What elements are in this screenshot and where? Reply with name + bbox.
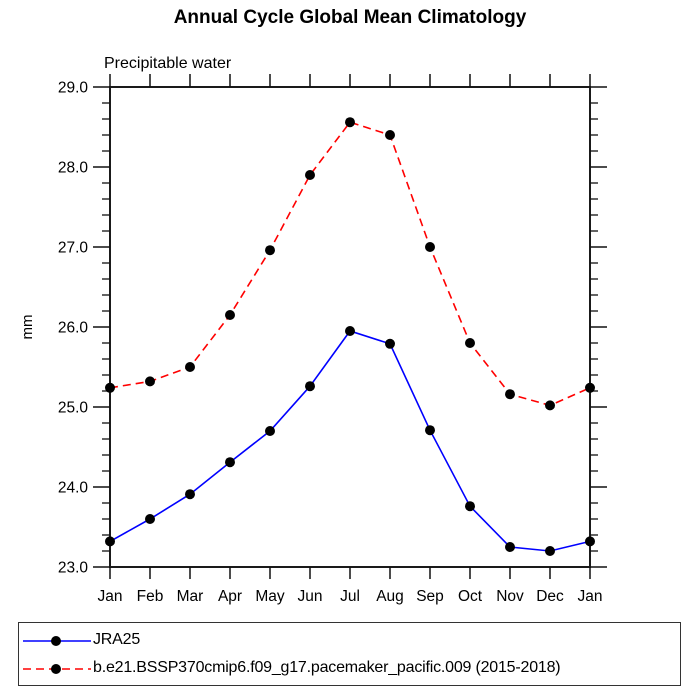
- data-point-marker: [105, 536, 115, 547]
- plot-area: 23.0 24.0 25.0 26.0 27.0 28.0 29.0 Jan Feb Mar Apr…: [19, 74, 607, 605]
- x-tick-label: Jan: [578, 588, 603, 605]
- x-tick-label: Aug: [376, 588, 404, 605]
- x-tick-label: Sep: [416, 588, 444, 605]
- x-tick-label: May: [255, 588, 285, 605]
- x-tick-label: Mar: [177, 588, 204, 605]
- legend-marker-icon: [51, 636, 61, 646]
- x-tick-label: Oct: [458, 588, 483, 605]
- legend-label-jra25: JRA25: [93, 631, 141, 648]
- data-point-marker: [145, 514, 155, 524]
- y-tick-label: 25.0: [58, 400, 89, 417]
- data-point-marker: [425, 425, 435, 436]
- data-point-marker: [545, 400, 555, 411]
- data-point-marker: [465, 501, 475, 512]
- series-line-1: [109, 121, 591, 407]
- x-tick-label: Nov: [496, 588, 524, 605]
- data-point-marker: [505, 389, 515, 400]
- y-tick-label: 24.0: [58, 480, 89, 497]
- data-point-marker: [265, 245, 275, 256]
- y-tick-label: 28.0: [58, 160, 89, 177]
- x-tick-label: Jul: [340, 588, 360, 605]
- data-point-marker: [585, 382, 595, 393]
- legend-label-model: b.e21.BSSP370cmip6.f09_g17.pacemaker_pac…: [93, 659, 561, 676]
- y-tick-label: 29.0: [58, 80, 89, 97]
- data-point-marker: [105, 382, 115, 393]
- data-point-marker: [545, 546, 555, 556]
- data-point-marker: [505, 542, 515, 552]
- legend-sample-dashed-line: [23, 664, 91, 674]
- legend: JRA25 b.e21.BSSP370cmip6.f09_g17.pacemak…: [18, 622, 681, 686]
- legend-item-jra25: JRA25: [19, 630, 680, 652]
- y-tick-label: 23.0: [58, 560, 89, 577]
- data-point-marker: [265, 426, 275, 436]
- data-point-marker: [305, 170, 315, 180]
- data-point-marker: [425, 242, 435, 252]
- data-point-marker: [305, 381, 315, 392]
- data-point-marker: [225, 457, 235, 468]
- data-point-marker: [145, 376, 155, 387]
- legend-marker-icon: [51, 664, 61, 674]
- y-tick-label: 26.0: [58, 320, 89, 337]
- chart-title: Annual Cycle Global Mean Climatology: [173, 7, 527, 28]
- legend-sample-solid-line: [23, 636, 91, 646]
- y-axis-label: mm: [19, 315, 36, 340]
- data-point-marker: [185, 489, 195, 500]
- data-point-marker: [185, 362, 195, 372]
- x-tick-label: Dec: [536, 588, 564, 605]
- x-tick-label: Feb: [137, 588, 164, 605]
- series-line-0: [109, 330, 591, 552]
- x-tick-label: Jan: [98, 588, 123, 605]
- x-tick-label: Apr: [218, 588, 242, 605]
- data-point-marker: [225, 310, 235, 320]
- data-point-marker: [345, 326, 355, 336]
- data-point-marker: [465, 338, 475, 348]
- y-tick-label: 27.0: [58, 240, 89, 257]
- data-point-marker: [345, 117, 355, 128]
- chart-subtitle: Precipitable water: [104, 55, 232, 72]
- legend-item-model: b.e21.BSSP370cmip6.f09_g17.pacemaker_pac…: [19, 658, 680, 680]
- data-point-marker: [385, 338, 395, 349]
- data-point-marker: [385, 130, 395, 140]
- data-point-marker: [585, 536, 595, 547]
- x-tick-label: Jun: [298, 588, 323, 605]
